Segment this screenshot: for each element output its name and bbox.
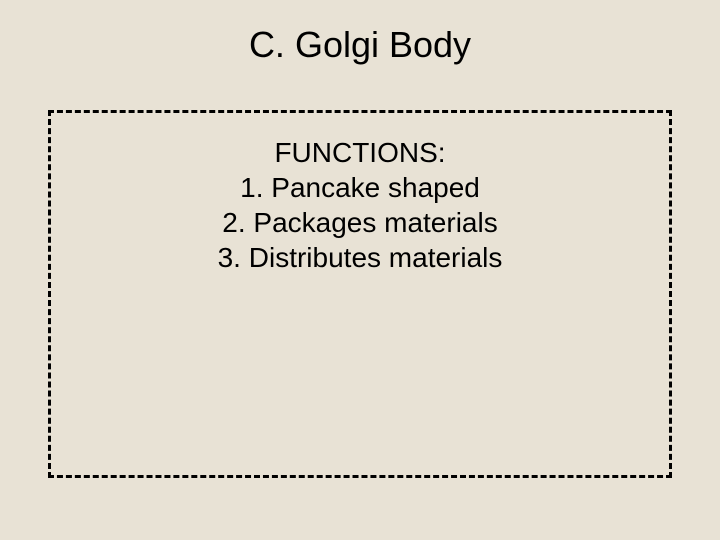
- slide-title: C. Golgi Body: [0, 24, 720, 66]
- item-text: Distributes materials: [249, 242, 503, 273]
- functions-heading: FUNCTIONS:: [51, 135, 669, 170]
- list-item: 1. Pancake shaped: [51, 170, 669, 205]
- item-number: 3.: [218, 242, 241, 273]
- item-number: 2.: [222, 207, 245, 238]
- item-number: 1.: [240, 172, 263, 203]
- list-item: 3. Distributes materials: [51, 240, 669, 275]
- item-text: Pancake shaped: [271, 172, 480, 203]
- slide-container: C. Golgi Body FUNCTIONS: 1. Pancake shap…: [0, 0, 720, 540]
- functions-box: FUNCTIONS: 1. Pancake shaped 2. Packages…: [48, 110, 672, 478]
- list-item: 2. Packages materials: [51, 205, 669, 240]
- functions-list: 1. Pancake shaped 2. Packages materials …: [51, 170, 669, 275]
- item-text: Packages materials: [253, 207, 497, 238]
